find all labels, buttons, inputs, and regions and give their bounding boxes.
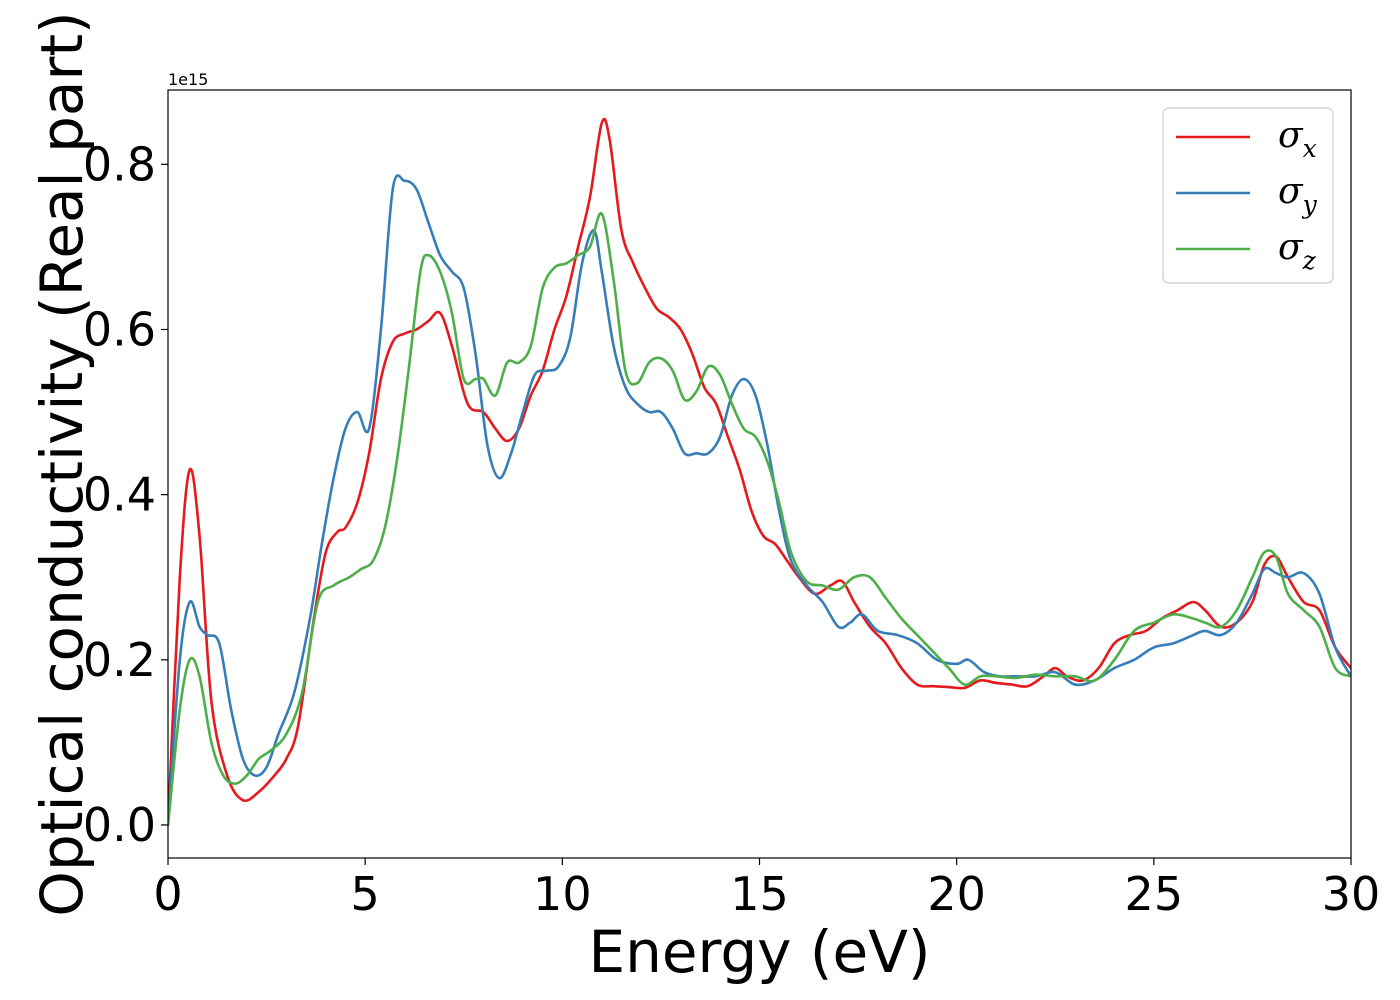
y-tick-label: 0.4 [83,468,156,522]
legend-label: σy [1278,171,1318,219]
series-layer [168,117,1351,827]
x-tick-label: 25 [1125,867,1184,921]
y-tick-label: 0.0 [83,798,156,852]
series-line-y [168,174,1351,827]
x-tick-label: 10 [533,867,592,921]
x-axis-title: Energy (eV) [588,918,930,986]
y-tick-label: 0.6 [83,302,156,356]
y-tick-label: 0.8 [83,137,156,191]
x-tick-label: 30 [1322,867,1381,921]
legend-item-x: σx [1176,115,1317,163]
y-axis-offset-label: 1e15 [168,70,208,89]
x-tick-label: 15 [730,867,789,921]
series-line-z [168,212,1351,827]
legend-label: σz [1278,227,1317,275]
y-axis-ticks: 0.0 0.2 0.4 0.6 0.8 [83,137,168,852]
x-tick-label: 5 [351,867,380,921]
legend: σx σy σz [1162,107,1334,284]
y-tick-label: 0.2 [83,633,156,687]
legend-label: σx [1278,115,1317,163]
x-tick-label: 20 [927,867,986,921]
legend-item-y: σy [1176,171,1318,219]
series-line-x [168,117,1351,827]
legend-item-z: σz [1176,227,1317,275]
x-tick-label: 0 [153,867,182,921]
y-axis-title: Optical conductivity (Real part) [28,11,96,916]
legend-frame [1162,107,1334,284]
x-axis-ticks: 0 5 10 15 20 25 30 [153,858,1380,921]
